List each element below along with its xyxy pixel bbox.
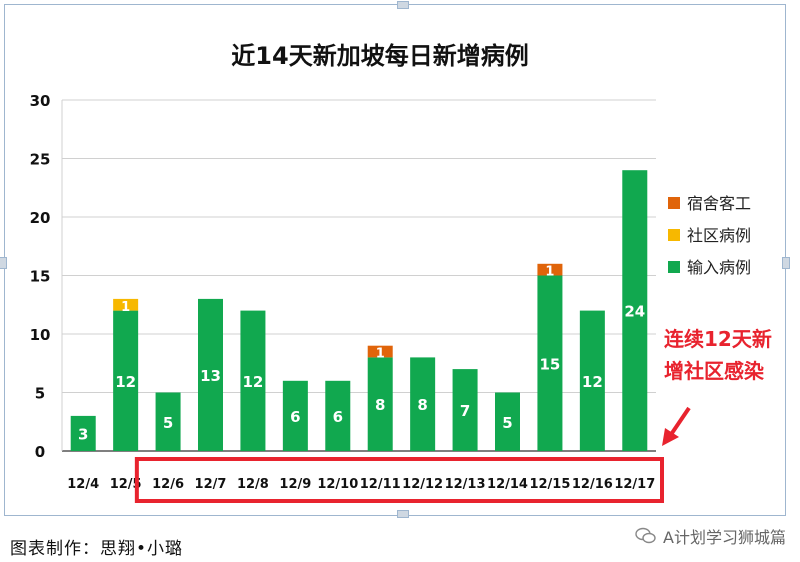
resize-handle-top[interactable]	[397, 1, 409, 9]
bar-value-label: 5	[163, 414, 173, 432]
bar-12-14	[495, 392, 520, 451]
y-tick-label: 5	[35, 385, 45, 403]
resize-handle-left[interactable]	[0, 257, 7, 269]
legend-swatch	[668, 229, 680, 241]
bar-value-label: 3	[78, 425, 88, 443]
bar-12-11	[367, 345, 393, 358]
x-tick-label: 12/6	[152, 477, 184, 492]
y-tick-label: 20	[30, 209, 51, 227]
bar-value-label: 6	[290, 408, 300, 426]
bar-value-label: 12	[115, 373, 136, 391]
bar-12-11	[367, 357, 393, 451]
x-tick-label: 12/16	[572, 477, 613, 492]
bar-12-13	[452, 369, 478, 451]
x-axis-ticks: 12/4 12/5 12/6 12/7 12/8 12/9 12/10 12/11 12/12 1…	[67, 477, 655, 492]
x-tick-label: 12/11	[360, 477, 401, 492]
bar-12-5	[113, 310, 139, 451]
bar-12-8	[240, 310, 266, 451]
legend-label: 社区病例	[687, 226, 751, 245]
y-tick-label: 15	[30, 268, 51, 286]
bar-12-6	[155, 392, 181, 451]
bar-12-7	[198, 298, 223, 451]
bar-12-15	[537, 263, 563, 276]
bar-value-label: 7	[460, 402, 470, 420]
x-tick-label: 12/12	[402, 477, 443, 492]
x-tick-label: 12/14	[487, 477, 528, 492]
resize-handle-right[interactable]	[782, 257, 790, 269]
y-gridlines	[61, 99, 656, 452]
chart-title: 近14天新加坡每日新增病例	[231, 42, 528, 70]
y-tick-label: 25	[30, 151, 51, 169]
arrow-shaft	[668, 406, 691, 438]
bar-12-5	[113, 298, 139, 311]
legend-label: 宿舍客工	[687, 194, 751, 213]
bar-value-label: 15	[539, 355, 560, 373]
bar-12-15	[537, 275, 563, 451]
wechat-icon	[635, 527, 656, 544]
highlight-box	[134, 457, 665, 503]
x-tick-label: 12/17	[614, 477, 655, 492]
arrow-head	[662, 428, 679, 446]
bar-12-17	[622, 170, 648, 451]
legend-swatch	[668, 197, 680, 209]
bar-value-label: 12	[242, 373, 263, 391]
y-axis-ticks: 0 5 10 15 20 25 30	[30, 92, 51, 461]
legend-label: 输入病例	[687, 258, 751, 277]
bar-value-label: 13	[200, 367, 221, 385]
bar-value-label: 1	[545, 265, 554, 280]
bar-12-10	[325, 380, 351, 451]
footer-credit: 图表制作：思翔•小璐	[10, 539, 184, 559]
bar-12-4	[70, 415, 96, 451]
watermark: A计划学习狮城篇	[635, 524, 786, 548]
bar-value-label: 5	[502, 414, 512, 432]
y-tick-label: 10	[30, 326, 51, 344]
bar-value-label: 8	[417, 396, 427, 414]
x-tick-label: 12/4	[67, 477, 99, 492]
x-tick-label: 12/13	[445, 477, 486, 492]
annotation-text: 连续12天新	[664, 327, 772, 351]
x-tick-label: 12/8	[237, 477, 269, 492]
y-tick-label: 0	[35, 443, 45, 461]
bar-value-label: 12	[582, 373, 603, 391]
bar-value-label: 1	[121, 300, 130, 315]
x-tick-label: 12/15	[529, 477, 570, 492]
x-tick-label: 12/7	[195, 477, 227, 492]
legend-swatch	[668, 261, 680, 273]
bar-12-12	[410, 357, 436, 451]
bar-12-16	[579, 310, 605, 451]
annotation-text: 增社区感染	[664, 359, 765, 383]
bar-12-9	[282, 380, 308, 451]
x-tick-label: 12/10	[317, 477, 358, 492]
bar-value-label: 1	[376, 347, 385, 362]
x-tick-label: 12/9	[279, 477, 311, 492]
watermark-text: A计划学习狮城篇	[663, 528, 786, 547]
x-tick-label: 12/5	[110, 477, 142, 492]
resize-handle-bottom[interactable]	[397, 510, 409, 518]
bar-value-label: 24	[624, 303, 645, 321]
bar-value-label: 6	[333, 408, 343, 426]
y-tick-label: 30	[30, 92, 51, 110]
bar-value-label: 8	[375, 396, 385, 414]
